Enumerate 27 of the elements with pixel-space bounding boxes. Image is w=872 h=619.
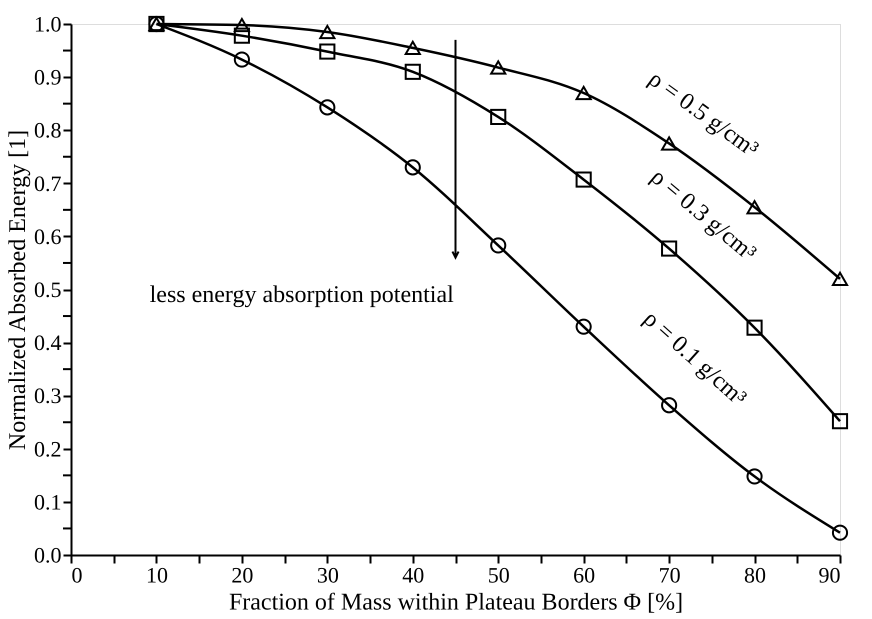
x-tick-label: 70 <box>658 562 681 588</box>
y-tick-label: 0.3 <box>34 383 62 408</box>
y-tick-label: 0.7 <box>34 170 62 196</box>
y-tick-label: 0.6 <box>34 224 62 249</box>
y-tick-label: 0.9 <box>34 64 62 90</box>
y-axis-title: Normalized Absorbed Energy [1] <box>5 130 31 450</box>
x-tick-label: 90 <box>818 562 840 588</box>
x-tick-label: 20 <box>231 562 254 588</box>
x-axis-title: Fraction of Mass within Plateau Borders Φ [%] <box>228 590 684 616</box>
y-tick-label: 0.8 <box>34 118 62 143</box>
y-tick-label: 0.5 <box>34 277 62 302</box>
y-tick-label: 0.2 <box>34 436 62 462</box>
annotation: ρ = 0.3 g/cm³ <box>646 164 761 266</box>
y-tick-label: 0.4 <box>34 330 62 356</box>
annotation: ρ = 0.1 g/cm³ <box>638 306 752 412</box>
y-tick-label: 1.0 <box>34 12 62 36</box>
x-tick-label: 60 <box>573 562 596 588</box>
x-tick-label: 0 <box>72 562 82 588</box>
x-tick-label: 40 <box>402 562 424 588</box>
annotation: less energy absorption potential <box>150 282 454 308</box>
y-tick-label: 0.0 <box>34 542 62 568</box>
x-tick-label: 80 <box>744 562 766 588</box>
annotation: ρ = 0.5 g/cm³ <box>644 66 763 163</box>
x-tick-label: 30 <box>316 562 339 588</box>
x-tick-label: 50 <box>488 562 510 588</box>
y-tick-label: 0.1 <box>34 489 62 514</box>
x-tick-label: 10 <box>146 562 168 588</box>
